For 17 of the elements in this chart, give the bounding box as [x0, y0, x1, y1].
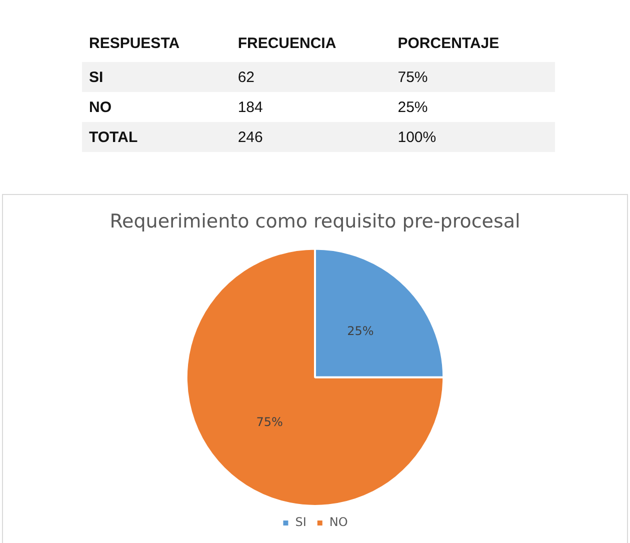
data-label: 184 [236, 98, 264, 118]
data-label: 25% [396, 98, 429, 118]
legend-label: SI [295, 515, 306, 530]
category-label: NO [88, 98, 112, 118]
data-label: 75% [256, 414, 283, 429]
series-label: FRECUENCIA [236, 34, 338, 54]
category-label: TOTAL [88, 128, 139, 148]
data-label: 75% [396, 68, 429, 88]
category-label: SI [88, 68, 104, 88]
data-label: 100% [396, 128, 438, 148]
data-label: 62 [236, 68, 256, 88]
data-label: 246 [236, 128, 264, 148]
data-label: 25% [347, 324, 374, 338]
legend-label: NO [329, 515, 348, 530]
text: PORCENTAJE [396, 34, 500, 54]
text: RESPUESTA [88, 34, 181, 54]
chart-title: Requerimiento como requisito pre-procesal [110, 210, 520, 232]
